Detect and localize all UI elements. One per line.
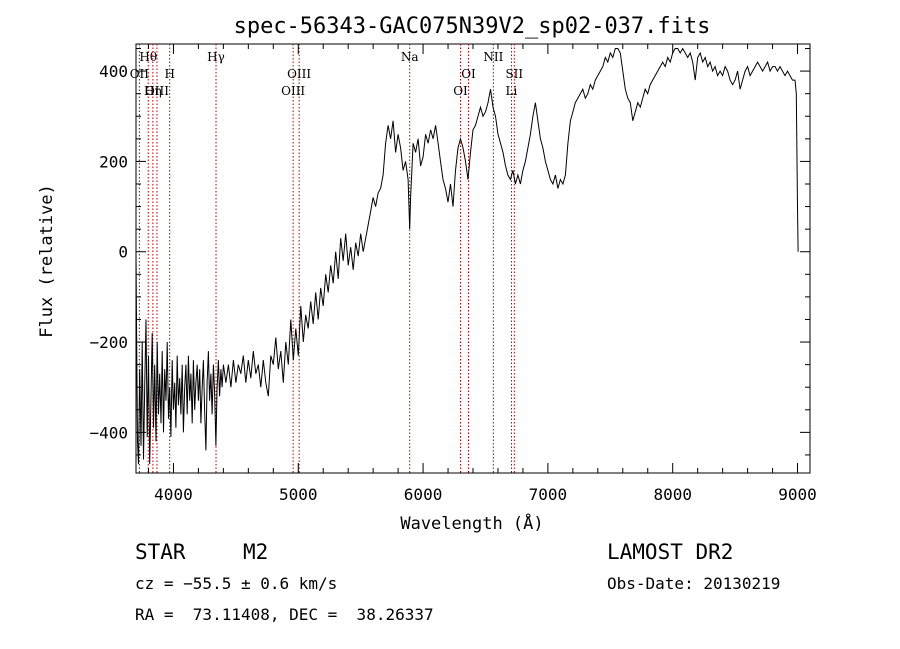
x-tick-label: 5000 [279, 485, 318, 504]
survey-name: LAMOST DR2 [607, 540, 734, 564]
x-tick-label: 9000 [778, 485, 817, 504]
x-tick-label: 7000 [529, 485, 568, 504]
spectral-line-label: OIII [287, 67, 311, 81]
y-tick-label: −200 [89, 333, 128, 352]
spectral-line-label: OI [461, 67, 476, 81]
plot-frame [135, 43, 811, 474]
y-tick-label: 400 [99, 62, 128, 81]
y-axis-label: Flux (relative) [37, 184, 57, 338]
spectral-line-label: OII [130, 67, 150, 81]
redshift-cz: cz = −55.5 ± 0.6 km/s [135, 574, 338, 593]
chart-title: spec-56343-GAC075N39V2_sp02-037.fits [234, 14, 711, 39]
y-tick-label: 0 [118, 243, 128, 262]
x-axis-label: Wavelength (Å) [400, 512, 543, 534]
spectral-line-label: OIII [281, 84, 305, 98]
observation-date: Obs-Date: 20130219 [607, 574, 781, 593]
spectrum-line [135, 47, 799, 465]
coordinates: RA = 73.11408, DEC = 38.26337 [135, 605, 434, 624]
plot-border [135, 43, 811, 474]
spectral-line-label: NII [483, 50, 503, 64]
spectral-line-label: Hγ [207, 50, 225, 64]
spectral-line-label: OI [453, 84, 468, 98]
x-tick-label: 6000 [404, 485, 443, 504]
spectral-line-label: OIII [145, 84, 169, 98]
spectral-line-label: Hη [144, 84, 162, 98]
spectral-line-label: SII [505, 67, 523, 81]
x-tick-label: 4000 [154, 485, 193, 504]
object-class: STAR [135, 540, 186, 564]
x-tick-label: 8000 [653, 485, 692, 504]
spectral-line-label: Li [506, 84, 518, 98]
y-tick-label: −400 [89, 423, 128, 442]
spectral-line-label: Na [401, 50, 419, 64]
spectrum-series [135, 47, 799, 465]
spectral-line-label: H [164, 67, 174, 81]
spectral-line-label: Hθ [139, 50, 157, 64]
axis-ticks: 4000 5000 6000 7000 8000 9000 −400 −200 0 200 400 [89, 44, 817, 504]
object-subclass: M2 [243, 540, 269, 564]
y-tick-label: 200 [99, 152, 128, 171]
